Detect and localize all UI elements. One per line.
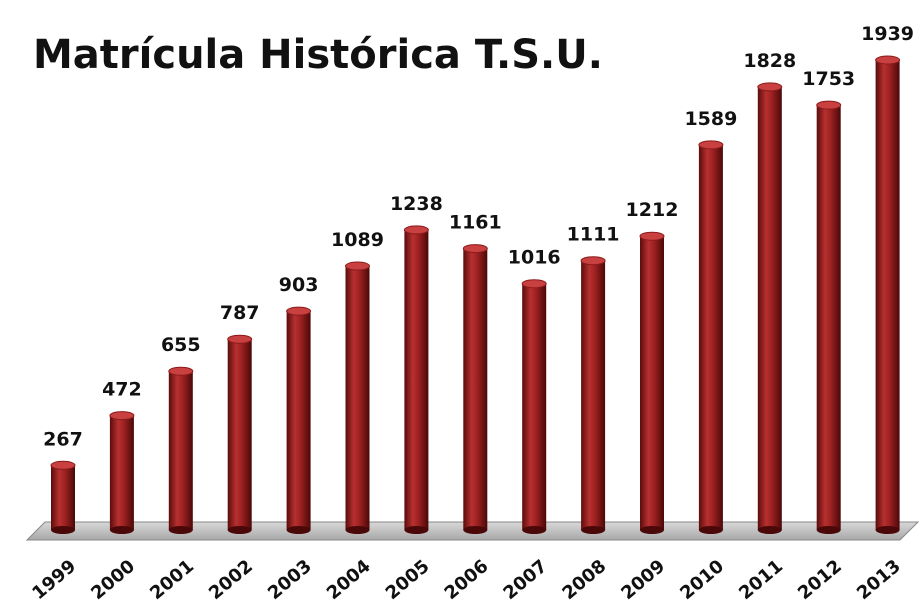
x-tick-label: 2004 <box>323 556 375 604</box>
bar-base <box>522 526 547 534</box>
x-tick-label: 2007 <box>500 556 552 604</box>
x-tick-label: 2009 <box>617 556 669 604</box>
value-label: 655 <box>161 334 201 356</box>
bar-cap <box>403 225 429 235</box>
bar <box>109 415 134 530</box>
bar-base <box>227 526 252 534</box>
bar-cap <box>875 55 901 65</box>
bar-base <box>345 526 370 534</box>
bar <box>227 339 252 530</box>
value-label: 1016 <box>508 247 561 269</box>
bar-cap <box>345 261 370 271</box>
value-label: 1161 <box>449 212 502 234</box>
bar-cap <box>462 244 488 254</box>
value-label: 1238 <box>390 193 443 215</box>
value-label: 1589 <box>684 108 737 130</box>
bar-cap <box>757 82 783 92</box>
x-tick-label: 2006 <box>441 556 493 604</box>
x-tick-label: 2003 <box>264 556 316 604</box>
bar <box>404 229 429 530</box>
bar-base <box>698 526 723 534</box>
chart-title: Matrícula Histórica T.S.U. <box>33 32 603 78</box>
bar-base <box>875 526 900 534</box>
bar <box>522 283 547 530</box>
bar <box>757 86 782 530</box>
bar-base <box>109 526 134 534</box>
bar-cap <box>521 279 547 289</box>
bar-cap <box>50 460 76 470</box>
value-label: 472 <box>102 379 142 401</box>
bar-cap <box>580 256 606 266</box>
x-tick-label: 2008 <box>558 556 610 604</box>
bar-base <box>51 526 75 534</box>
value-label: 1212 <box>626 199 679 221</box>
x-tick-label: 2002 <box>205 556 257 604</box>
bar <box>51 465 75 530</box>
value-label: 1828 <box>743 50 796 72</box>
bar <box>581 260 606 530</box>
bar-base <box>286 526 311 534</box>
bar-base <box>404 526 429 534</box>
value-label: 1089 <box>331 229 384 251</box>
bar-cap <box>639 231 665 241</box>
bar-cap <box>227 334 253 344</box>
value-label: 1939 <box>861 23 914 45</box>
x-tick-label: 2013 <box>853 556 905 604</box>
x-tick-label: 2000 <box>87 556 139 604</box>
bar-base <box>757 526 782 534</box>
x-tick-label: 2011 <box>735 556 787 604</box>
bar-cap <box>816 100 842 110</box>
value-label: 903 <box>279 274 319 296</box>
bar-cap <box>698 140 724 150</box>
bar-cap <box>168 366 194 376</box>
x-tick-label: 2005 <box>382 556 434 604</box>
bar <box>875 60 900 530</box>
x-tick-label: 2010 <box>676 556 728 604</box>
bar <box>168 371 193 530</box>
value-label: 267 <box>43 428 83 450</box>
x-tick-label: 1999 <box>28 556 80 604</box>
bar <box>345 266 370 530</box>
bar-base <box>640 526 664 534</box>
bar-cap <box>286 306 312 316</box>
bar-base <box>581 526 606 534</box>
value-label: 1111 <box>567 224 620 246</box>
bar <box>286 311 311 530</box>
bar <box>816 105 841 531</box>
bar <box>463 248 488 531</box>
bar <box>640 236 664 530</box>
value-label: 1753 <box>802 68 855 90</box>
bar-cap <box>109 411 135 421</box>
x-tick-label: 2012 <box>794 556 846 604</box>
bar-base <box>816 526 841 534</box>
bar-base <box>463 526 488 534</box>
x-tick-label: 2001 <box>146 556 198 604</box>
bar-base <box>168 526 193 534</box>
bar <box>698 144 723 531</box>
value-label: 787 <box>220 302 260 324</box>
